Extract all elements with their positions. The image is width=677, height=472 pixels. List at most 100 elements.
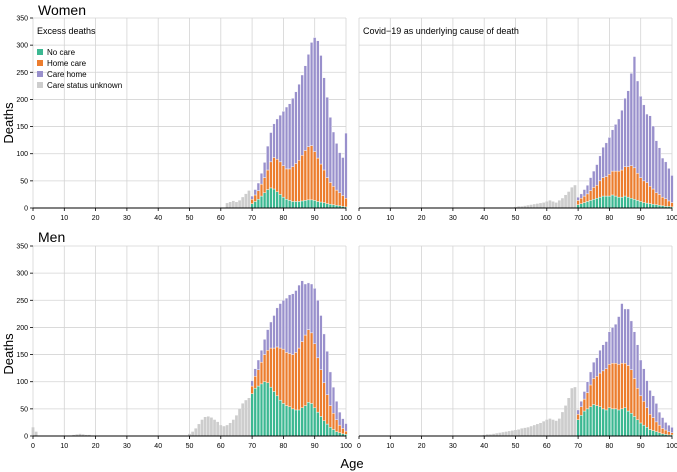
bar-no-care [306, 199, 311, 209]
bar-care-status-unknown [532, 204, 536, 208]
bar-home-care [642, 180, 646, 203]
bar-home-care [592, 187, 596, 200]
bar-home-care [275, 346, 279, 397]
bar-no-care [629, 413, 633, 437]
x-tick-label: 20 [418, 443, 426, 450]
bar-home-care [667, 200, 671, 207]
bar-care-status-unknown [235, 415, 238, 436]
bar-home-care [300, 155, 304, 202]
bar-care-home [664, 422, 668, 431]
bar-home-care [319, 369, 323, 417]
bar-home-care [642, 401, 646, 426]
x-tick-label: 90 [311, 215, 319, 222]
bar-care-home [266, 145, 270, 171]
bar-home-care [297, 347, 301, 411]
bar-no-care [601, 408, 605, 437]
x-axis-label: Age [340, 456, 363, 471]
x-tick-label: 70 [248, 443, 256, 450]
bar-care-home [338, 152, 342, 193]
bar-home-care [281, 165, 285, 198]
bar-home-care [291, 166, 295, 202]
bar-no-care [592, 404, 596, 437]
bar-care-status-unknown [247, 398, 251, 436]
bar-care-status-unknown [557, 200, 561, 208]
y-tick-label: 100 [16, 151, 28, 158]
bar-care-status-unknown [188, 433, 191, 436]
bar-care-home [294, 290, 298, 353]
bar-no-care [278, 194, 282, 209]
y-axis-label-women: Deaths [1, 102, 16, 144]
bar-care-home [328, 117, 332, 183]
bar-home-care [636, 388, 640, 420]
bar-care-status-unknown [557, 418, 561, 436]
bar-care-home [589, 371, 593, 386]
bar-care-home [642, 104, 646, 182]
bar-care-home [335, 401, 339, 420]
bar-home-care [319, 163, 323, 203]
bar-home-care [657, 194, 662, 206]
bar-no-care [256, 199, 260, 209]
bar-home-care [310, 332, 314, 404]
x-tick-label: 80 [606, 215, 614, 222]
bar-care-status-unknown [561, 198, 564, 208]
bar-care-status-unknown [200, 419, 204, 436]
bar-no-care [639, 422, 643, 437]
bar-care-home [651, 125, 655, 190]
bar-home-care [331, 186, 336, 205]
bar-care-status-unknown [523, 205, 527, 208]
bar-no-care [585, 408, 590, 437]
bar-care-status-unknown [247, 190, 251, 208]
bar-no-care [269, 386, 273, 437]
bar-care-status-unknown [241, 197, 245, 208]
bar-home-care [629, 165, 633, 199]
bar-home-care [657, 424, 662, 433]
bar-care-status-unknown [567, 191, 571, 208]
y-tick-label: 50 [20, 178, 28, 185]
bar-home-care [272, 157, 276, 190]
x-tick-label: 100 [666, 215, 677, 222]
bar-care-home [651, 395, 655, 418]
y-tick-label: 300 [16, 271, 28, 278]
bar-care-status-unknown [573, 387, 577, 436]
bar-home-care [601, 370, 605, 410]
bar-care-status-unknown [511, 430, 514, 436]
bar-care-home [636, 344, 640, 389]
bar-care-home [604, 341, 608, 369]
x-tick-label: 100 [340, 443, 352, 450]
bar-home-care [284, 352, 289, 406]
y-tick-label: 300 [16, 43, 28, 50]
bar-home-care [297, 160, 301, 202]
bar-no-care [639, 201, 643, 209]
x-tick-label: 20 [92, 443, 100, 450]
bar-care-home [657, 411, 662, 426]
x-tick-label: 20 [418, 215, 426, 222]
bar-no-care [256, 385, 260, 437]
bar-no-care [617, 196, 621, 209]
bar-care-home [670, 175, 674, 203]
x-tick-label: 40 [154, 443, 162, 450]
bar-care-status-unknown [542, 202, 546, 208]
bar-care-home [322, 77, 326, 171]
bar-home-care [576, 200, 580, 205]
bar-care-home [269, 132, 273, 163]
bar-no-care [617, 409, 621, 437]
bar-home-care [256, 369, 260, 387]
bar-home-care [654, 421, 658, 432]
bar-home-care [632, 167, 637, 200]
bar-care-status-unknown [225, 203, 229, 208]
bar-home-care [645, 407, 649, 428]
bar-care-status-unknown [203, 417, 207, 436]
bar-no-care [626, 410, 630, 437]
bar-care-status-unknown [231, 200, 235, 208]
bar-care-status-unknown [554, 420, 558, 436]
bar-care-status-unknown [238, 408, 241, 436]
bar-home-care [335, 419, 339, 432]
y-tick-label: 250 [16, 298, 28, 305]
legend-label: Home care [47, 59, 87, 68]
bar-home-care [294, 352, 298, 411]
bar-care-home [288, 294, 292, 354]
bar-no-care [297, 201, 301, 209]
bar-care-home [297, 284, 301, 349]
panel-2: 0 10 20 30 40 50 60 70 80 90 100 Covid−19 as underl… [357, 17, 677, 222]
